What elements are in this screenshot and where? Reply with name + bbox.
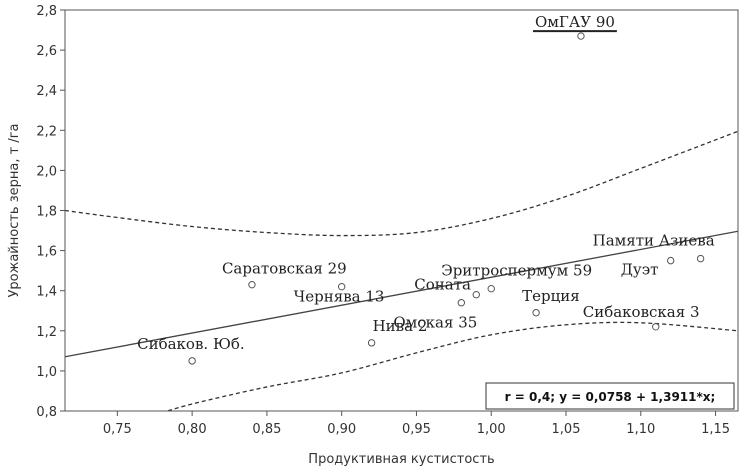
x-axis-title: Продуктивная кустистость [308,452,494,467]
x-tick-label: 1,05 [552,422,581,437]
point-омская-35 [457,299,466,307]
y-tick-label: 1,4 [36,285,57,300]
lower-confidence-curve [165,321,738,411]
x-tick-label: 1,15 [701,422,730,437]
x-tick-label: 1,00 [477,422,506,437]
x-axis: 0,75 0,80 0,85 0,90 0,95 1,00 1,05 1,10 1,15 [103,411,730,437]
data-points [188,32,705,365]
y-tick-label: 2,0 [36,164,57,179]
x-tick-label: 0,80 [178,422,207,437]
y-tick-label: 1,6 [36,245,57,260]
point-нива-2 [367,339,376,347]
point-сибаков-юб [188,357,196,365]
upper-confidence-curve [65,130,738,237]
y-tick-label: 2,4 [36,84,57,99]
point-label-эритроспермум-59: Эритроспермум 59 [441,262,592,280]
point-label-памяти-азиева: Памяти Азиева [593,232,715,250]
point-label-соната: Соната [414,276,471,294]
x-tick-label: 0,95 [402,422,431,437]
x-tick-label: 1,10 [626,422,655,437]
point-label-терция: Терция [522,287,580,305]
y-tick-label: 1,0 [36,365,57,380]
y-tick-label: 2,8 [36,4,57,19]
point-label-саратовская-29: Саратовская 29 [222,260,347,278]
point-label-сибаков-юб: Сибаков. Юб. [137,335,245,353]
x-tick-label: 0,75 [103,422,132,437]
y-tick-label: 0,8 [36,405,57,420]
y-tick-label: 1,2 [36,325,57,340]
point-labels: Сибаков. Юб. Саратовская 29 Чернява 13 Нива… [137,13,715,353]
regression-fit-line [65,230,738,358]
point-омгау-90 [577,32,585,40]
point-label-нива-2: Нива 2 [373,317,428,335]
point-label-омгау-90: ОмГАУ 90 [535,13,615,31]
y-tick-label: 2,2 [36,124,57,139]
point-сибаковская-3 [652,323,660,331]
equation-text: r = 0,4; y = 0,0758 + 1,3911*x; [505,390,716,404]
point-label-дуэт: Дуэт [621,261,659,279]
x-tick-label: 0,90 [327,422,356,437]
y-tick-label: 2,6 [36,44,57,59]
point-дуэт [667,256,675,265]
point-label-чернява-13: Чернява 13 [294,288,385,306]
x-tick-label: 0,85 [252,422,281,437]
point-label-сибаковская-3: Сибаковская 3 [583,303,700,321]
equation-box [485,382,735,410]
point-чернява-13 [337,282,346,291]
point-саратовская-29 [248,280,256,289]
y-tick-label: 1,8 [36,205,57,220]
point-терция [532,309,540,317]
point-соната [472,291,480,299]
point-label-омская-35: Омская 35 [393,314,477,332]
regression-line [65,230,738,358]
point-памяти-азиева [696,254,705,263]
confidence-band [65,130,738,411]
y-axis: 0,8 1,0 1,2 1,4 1,6 1,8 2,0 2,2 2,4 2,6 2,8 [36,4,65,420]
point-эритроспермум-59 [487,284,495,293]
y-axis-title: Урожайность зерна, т /га [7,124,22,298]
